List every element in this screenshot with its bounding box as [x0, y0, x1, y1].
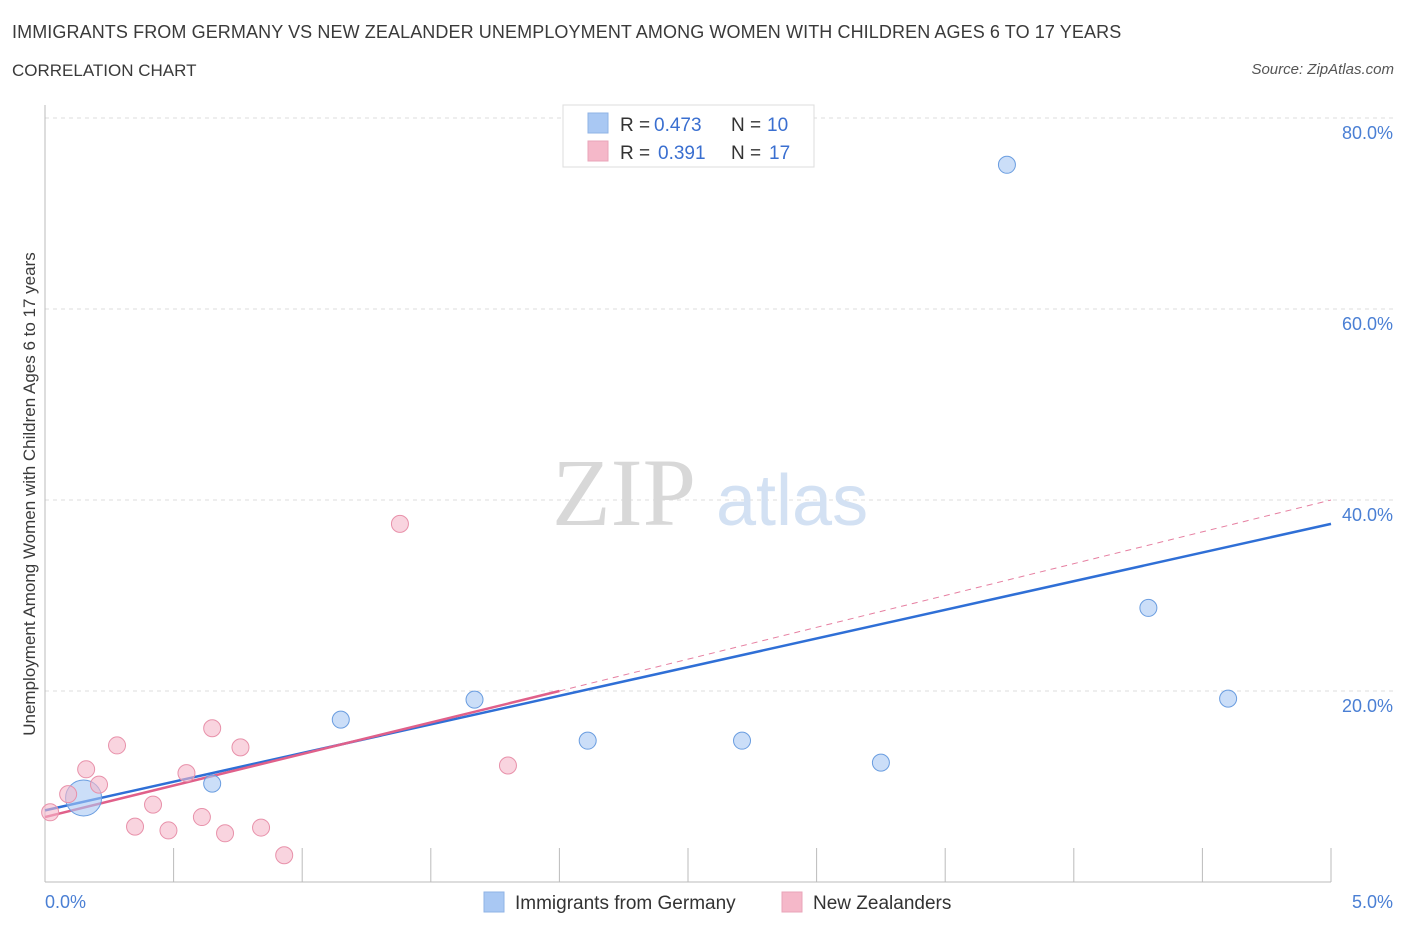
bottom-legend-label-germany: Immigrants from Germany [515, 893, 736, 914]
legend-r-value-nz: 0.391 [658, 143, 706, 164]
point-germany-2 [331, 710, 350, 729]
legend-swatch-nz [587, 140, 609, 162]
chart-subtitle: CORRELATION CHART [12, 61, 197, 80]
point-nz-0 [41, 803, 60, 822]
x-tick-label-min: 0.0% [45, 892, 86, 912]
gridlines [45, 117, 1393, 692]
point-germany-9 [1219, 689, 1238, 708]
point-nz-11 [216, 824, 235, 843]
trend-line-0 [44, 522, 1332, 812]
watermark-atlas: atlas [716, 461, 868, 541]
legend-n-label-nz: N = [731, 143, 761, 164]
y-axis-title: Unemployment Among Women with Children A… [20, 252, 39, 736]
bottom-legend: Immigrants from Germany New Zealanders [483, 891, 951, 914]
trend-lines [44, 499, 1332, 819]
point-nz-7 [159, 821, 178, 840]
source-label: Source: ZipAtlas.com [1251, 61, 1394, 78]
bottom-legend-swatch-germany [483, 891, 505, 913]
point-germany-5 [733, 731, 752, 750]
point-germany-6 [871, 753, 890, 772]
trend-extension-1 [559, 499, 1332, 692]
chart-title: IMMIGRANTS FROM GERMANY VS NEW ZEALANDER… [12, 22, 1122, 42]
point-nz-16 [498, 756, 517, 775]
point-germany-7 [997, 155, 1016, 174]
point-nz-5 [126, 817, 145, 836]
legend-r-label-nz: R = [620, 143, 650, 164]
point-germany-1 [203, 774, 222, 793]
point-nz-12 [231, 738, 250, 757]
point-nz-3 [90, 775, 109, 794]
legend-r-value-germany: 0.473 [654, 115, 702, 136]
point-nz-9 [192, 808, 211, 827]
y-tick-labels: 20.0% 40.0% 60.0% 80.0% [1342, 123, 1393, 716]
point-nz-8 [177, 764, 196, 783]
point-nz-14 [275, 846, 294, 865]
y-tick-label-40: 40.0% [1342, 505, 1393, 525]
legend-n-label-germany: N = [731, 115, 761, 136]
legend-n-value-germany: 10 [767, 115, 788, 136]
x-tick-label-max: 5.0% [1352, 892, 1393, 912]
bottom-legend-swatch-nz [781, 891, 803, 913]
bottom-legend-label-nz: New Zealanders [813, 893, 951, 914]
point-germany-3 [465, 690, 484, 709]
y-tick-label-60: 60.0% [1342, 314, 1393, 334]
data-points [41, 155, 1238, 865]
legend-box: R = 0.473 N = 10 R = 0.391 N = 17 [562, 104, 815, 168]
point-nz-2 [77, 760, 96, 779]
x-axis-ticks [173, 848, 1332, 882]
legend-n-value-nz: 17 [769, 143, 790, 164]
point-nz-1 [59, 785, 78, 804]
y-tick-label-80: 80.0% [1342, 123, 1393, 143]
point-nz-6 [144, 795, 163, 814]
y-tick-label-20: 20.0% [1342, 696, 1393, 716]
legend-r-label-germany: R = [620, 115, 650, 136]
watermark-zip: ZIP [552, 439, 696, 546]
point-nz-13 [252, 818, 271, 837]
trend-line-1 [44, 689, 560, 819]
point-nz-10 [203, 719, 222, 738]
point-nz-15 [390, 514, 409, 533]
point-germany-4 [578, 731, 597, 750]
legend-swatch-germany [587, 112, 609, 134]
point-nz-4 [108, 736, 127, 755]
point-germany-8 [1139, 598, 1158, 617]
